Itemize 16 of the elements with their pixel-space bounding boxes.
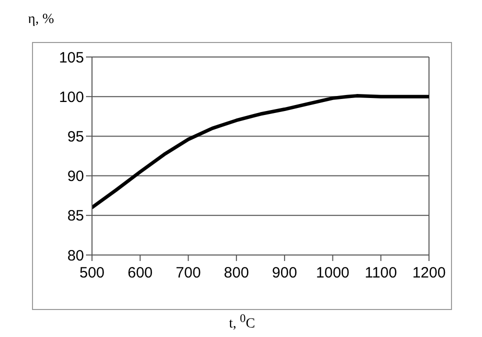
y-tick-label: 80: [67, 247, 84, 264]
x-tick-label: 1000: [316, 264, 350, 282]
y-tick-label: 85: [67, 208, 84, 225]
x-tick-label: 1100: [364, 264, 397, 282]
y-axis-title: η, %: [28, 12, 54, 28]
x-tick-label: 1200: [412, 264, 446, 282]
x-tick-label: 900: [272, 264, 298, 282]
y-tick-label: 100: [58, 88, 84, 106]
y-tick-label: 105: [58, 49, 84, 66]
y-tick-label: 90: [67, 168, 84, 186]
x-tick-label: 700: [176, 264, 201, 282]
x-tick-label: 500: [79, 264, 105, 282]
x-tick-label: 600: [128, 264, 153, 282]
x-axis-title: t, $^{0}$C: [228, 312, 256, 333]
x-tick-label: 800: [224, 264, 249, 282]
y-tick-label: 95: [67, 128, 84, 146]
